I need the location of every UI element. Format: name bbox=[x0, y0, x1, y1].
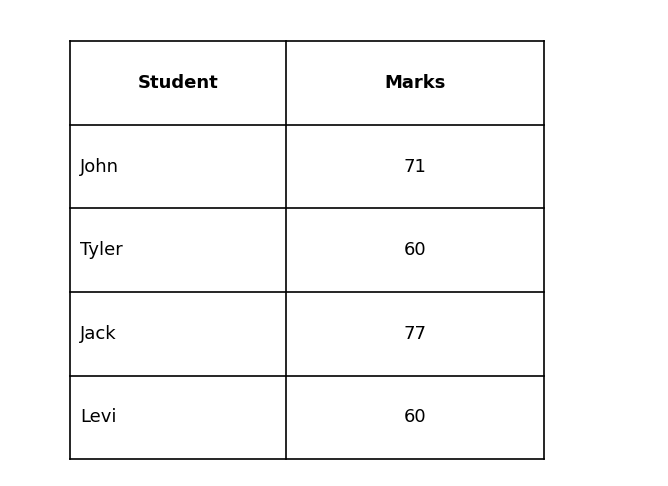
Text: Tyler: Tyler bbox=[80, 241, 123, 260]
Text: Levi: Levi bbox=[80, 408, 117, 427]
Text: Jack: Jack bbox=[80, 325, 117, 343]
Text: 71: 71 bbox=[403, 157, 427, 176]
Text: 60: 60 bbox=[404, 241, 426, 260]
Text: Marks: Marks bbox=[385, 74, 446, 92]
Text: Student: Student bbox=[138, 74, 218, 92]
Text: John: John bbox=[80, 157, 119, 176]
Text: 77: 77 bbox=[403, 325, 427, 343]
Text: 60: 60 bbox=[404, 408, 426, 427]
